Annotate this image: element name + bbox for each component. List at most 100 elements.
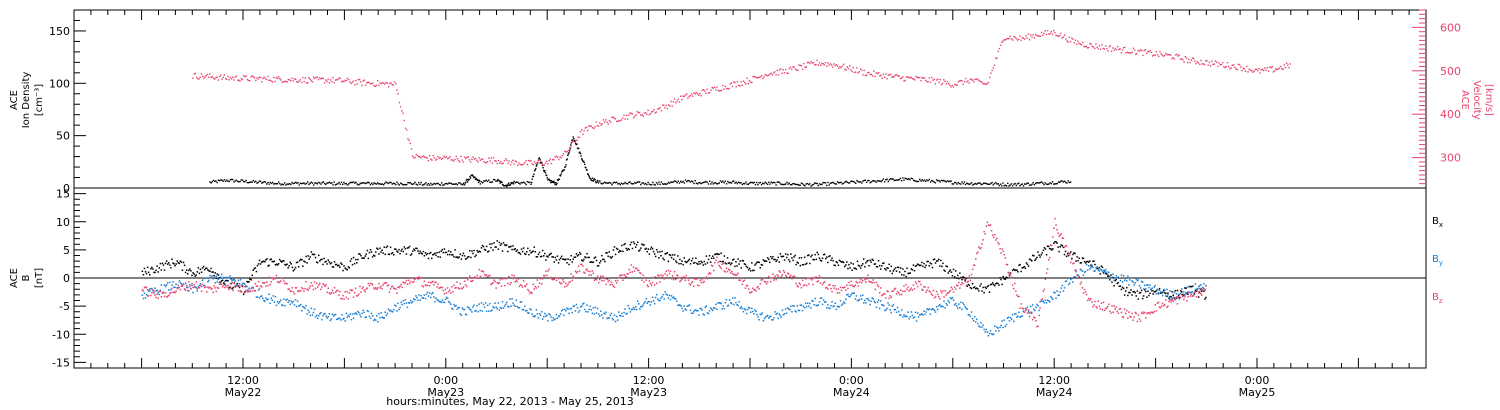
bottom-series-By-point: [434, 301, 436, 303]
bottom-series-Bz-point: [245, 289, 247, 292]
top-series-1-point: [996, 57, 998, 59]
bottom-series-Bx-point: [1132, 291, 1134, 293]
top-series-0-point: [1066, 182, 1068, 184]
top-series-0-point: [776, 181, 778, 183]
bottom-series-By-point: [274, 296, 277, 298]
top-series-0-point: [910, 177, 912, 179]
bottom-series-Bz-point: [1195, 296, 1198, 298]
bottom-series-Bx-point: [536, 256, 539, 258]
bottom-series-By-point: [915, 320, 918, 322]
top-series-1-point: [1066, 40, 1068, 42]
bottom-series-Bx-point: [452, 254, 454, 256]
top-series-0-point: [686, 180, 688, 183]
bottom-series-By-point: [1160, 291, 1163, 293]
top-series-1-point: [673, 98, 676, 100]
top-series-1-point: [1056, 35, 1058, 37]
top-series-0-point: [573, 139, 576, 142]
bottom-series-Bz-point: [449, 289, 451, 291]
top-series-0-point: [240, 179, 242, 181]
bottom-series-By-point: [780, 316, 783, 319]
bottom-series-By-point: [609, 314, 611, 317]
bottom-series-Bz-point: [725, 267, 728, 269]
bottom-series-Bx-point: [629, 244, 632, 246]
top-panel-frame: [73, 9, 1427, 189]
bottom-series-By-point: [1131, 280, 1133, 282]
top-series-1-point: [680, 95, 682, 97]
top-series-1-point: [690, 93, 693, 95]
top-series-0-point: [1047, 183, 1049, 186]
top-series-1-point: [348, 78, 350, 81]
top-series-1-point: [326, 80, 328, 83]
bottom-series-Bz-point: [770, 280, 772, 283]
top-series-1-point: [280, 79, 282, 81]
bottom-series-Bz-point: [910, 287, 913, 289]
bottom-series-Bx-point: [764, 260, 767, 262]
bottom-series-Bz-point: [250, 287, 252, 290]
top-series-0-point: [728, 181, 730, 184]
bottom-series-Bz-point: [981, 243, 983, 245]
bottom-series-Bz-point: [488, 274, 490, 277]
bottom-series-Bx-point: [367, 257, 370, 260]
bottom-series-Bx-point: [192, 272, 194, 274]
top-series-1-point: [964, 77, 967, 80]
top-series-1-point: [211, 75, 213, 78]
bottom-series-Bx-point: [923, 262, 925, 265]
bottom-series-Bx-point: [887, 267, 889, 269]
top-series-1-point: [422, 155, 425, 157]
top-series-1-point: [775, 74, 777, 76]
bottom-series-Bz-point: [625, 276, 627, 278]
bottom-series-Bx-point: [393, 254, 395, 256]
bottom-series-By-point: [815, 304, 817, 307]
top-series-0-point: [491, 181, 494, 183]
top-series-1-point: [885, 73, 887, 75]
top-series-1-point: [1098, 45, 1101, 47]
bottom-series-By-point: [485, 310, 488, 313]
top-series-0-point: [325, 183, 327, 186]
bottom-series-Bx-point: [1040, 254, 1042, 256]
top-series-0-point: [765, 182, 768, 184]
bottom-series-Bz-point: [720, 267, 722, 270]
bottom-series-Bx-point: [863, 258, 865, 260]
bottom-series-By-point: [160, 284, 163, 286]
bottom-series-By-point: [195, 287, 197, 289]
bottom-series-Bx-point: [581, 259, 583, 261]
bottom-series-Bz-point: [951, 288, 954, 290]
top-series-1-point: [878, 72, 880, 74]
top-series-0-point: [395, 183, 397, 186]
bottom-series-By-point: [501, 300, 504, 303]
bottom-series-Bx-point: [265, 259, 267, 261]
bottom-series-Bz-point: [823, 281, 826, 283]
top-series-0-point: [794, 183, 797, 186]
bottom-series-Bz-point: [1113, 305, 1115, 307]
bottom-series-Bx-point: [284, 263, 286, 266]
top-series-0-point: [368, 182, 370, 184]
top-series-1-point: [512, 159, 514, 161]
top-series-0-point: [795, 183, 798, 186]
bottom-series-Bx-point: [334, 263, 337, 266]
top-series-1-point: [887, 74, 889, 76]
bottom-series-By-point: [1149, 284, 1151, 286]
bottom-series-Bx-point: [574, 256, 577, 258]
bottom-series-Bx-point: [518, 252, 521, 254]
top-series-1-point: [1001, 41, 1003, 43]
top-series-1-point: [654, 112, 656, 114]
top-series-1-point: [809, 62, 811, 65]
bottom-series-Bx-point: [507, 250, 509, 253]
top-series-0-point: [544, 172, 547, 174]
bottom-series-Bx-point: [587, 256, 589, 259]
top-series-0-point: [504, 184, 507, 187]
bottom-series-By-point: [729, 302, 732, 304]
bottom-series-By-point: [548, 313, 550, 315]
top-series-1-point: [640, 114, 642, 116]
bottom-series-Bz-point: [691, 280, 694, 283]
bottom-series-Bx-point: [397, 251, 399, 253]
bottom-series-Bx-point: [790, 253, 792, 255]
bottom-series-Bz-point: [212, 291, 214, 294]
bottom-series-By-point: [1013, 320, 1015, 323]
bottom-series-By-point: [616, 319, 619, 321]
bottom-series-Bx-point: [1141, 297, 1144, 300]
top-series-1-point: [593, 127, 595, 130]
top-series-1-point: [1110, 50, 1113, 52]
top-series-1-point: [704, 90, 706, 92]
